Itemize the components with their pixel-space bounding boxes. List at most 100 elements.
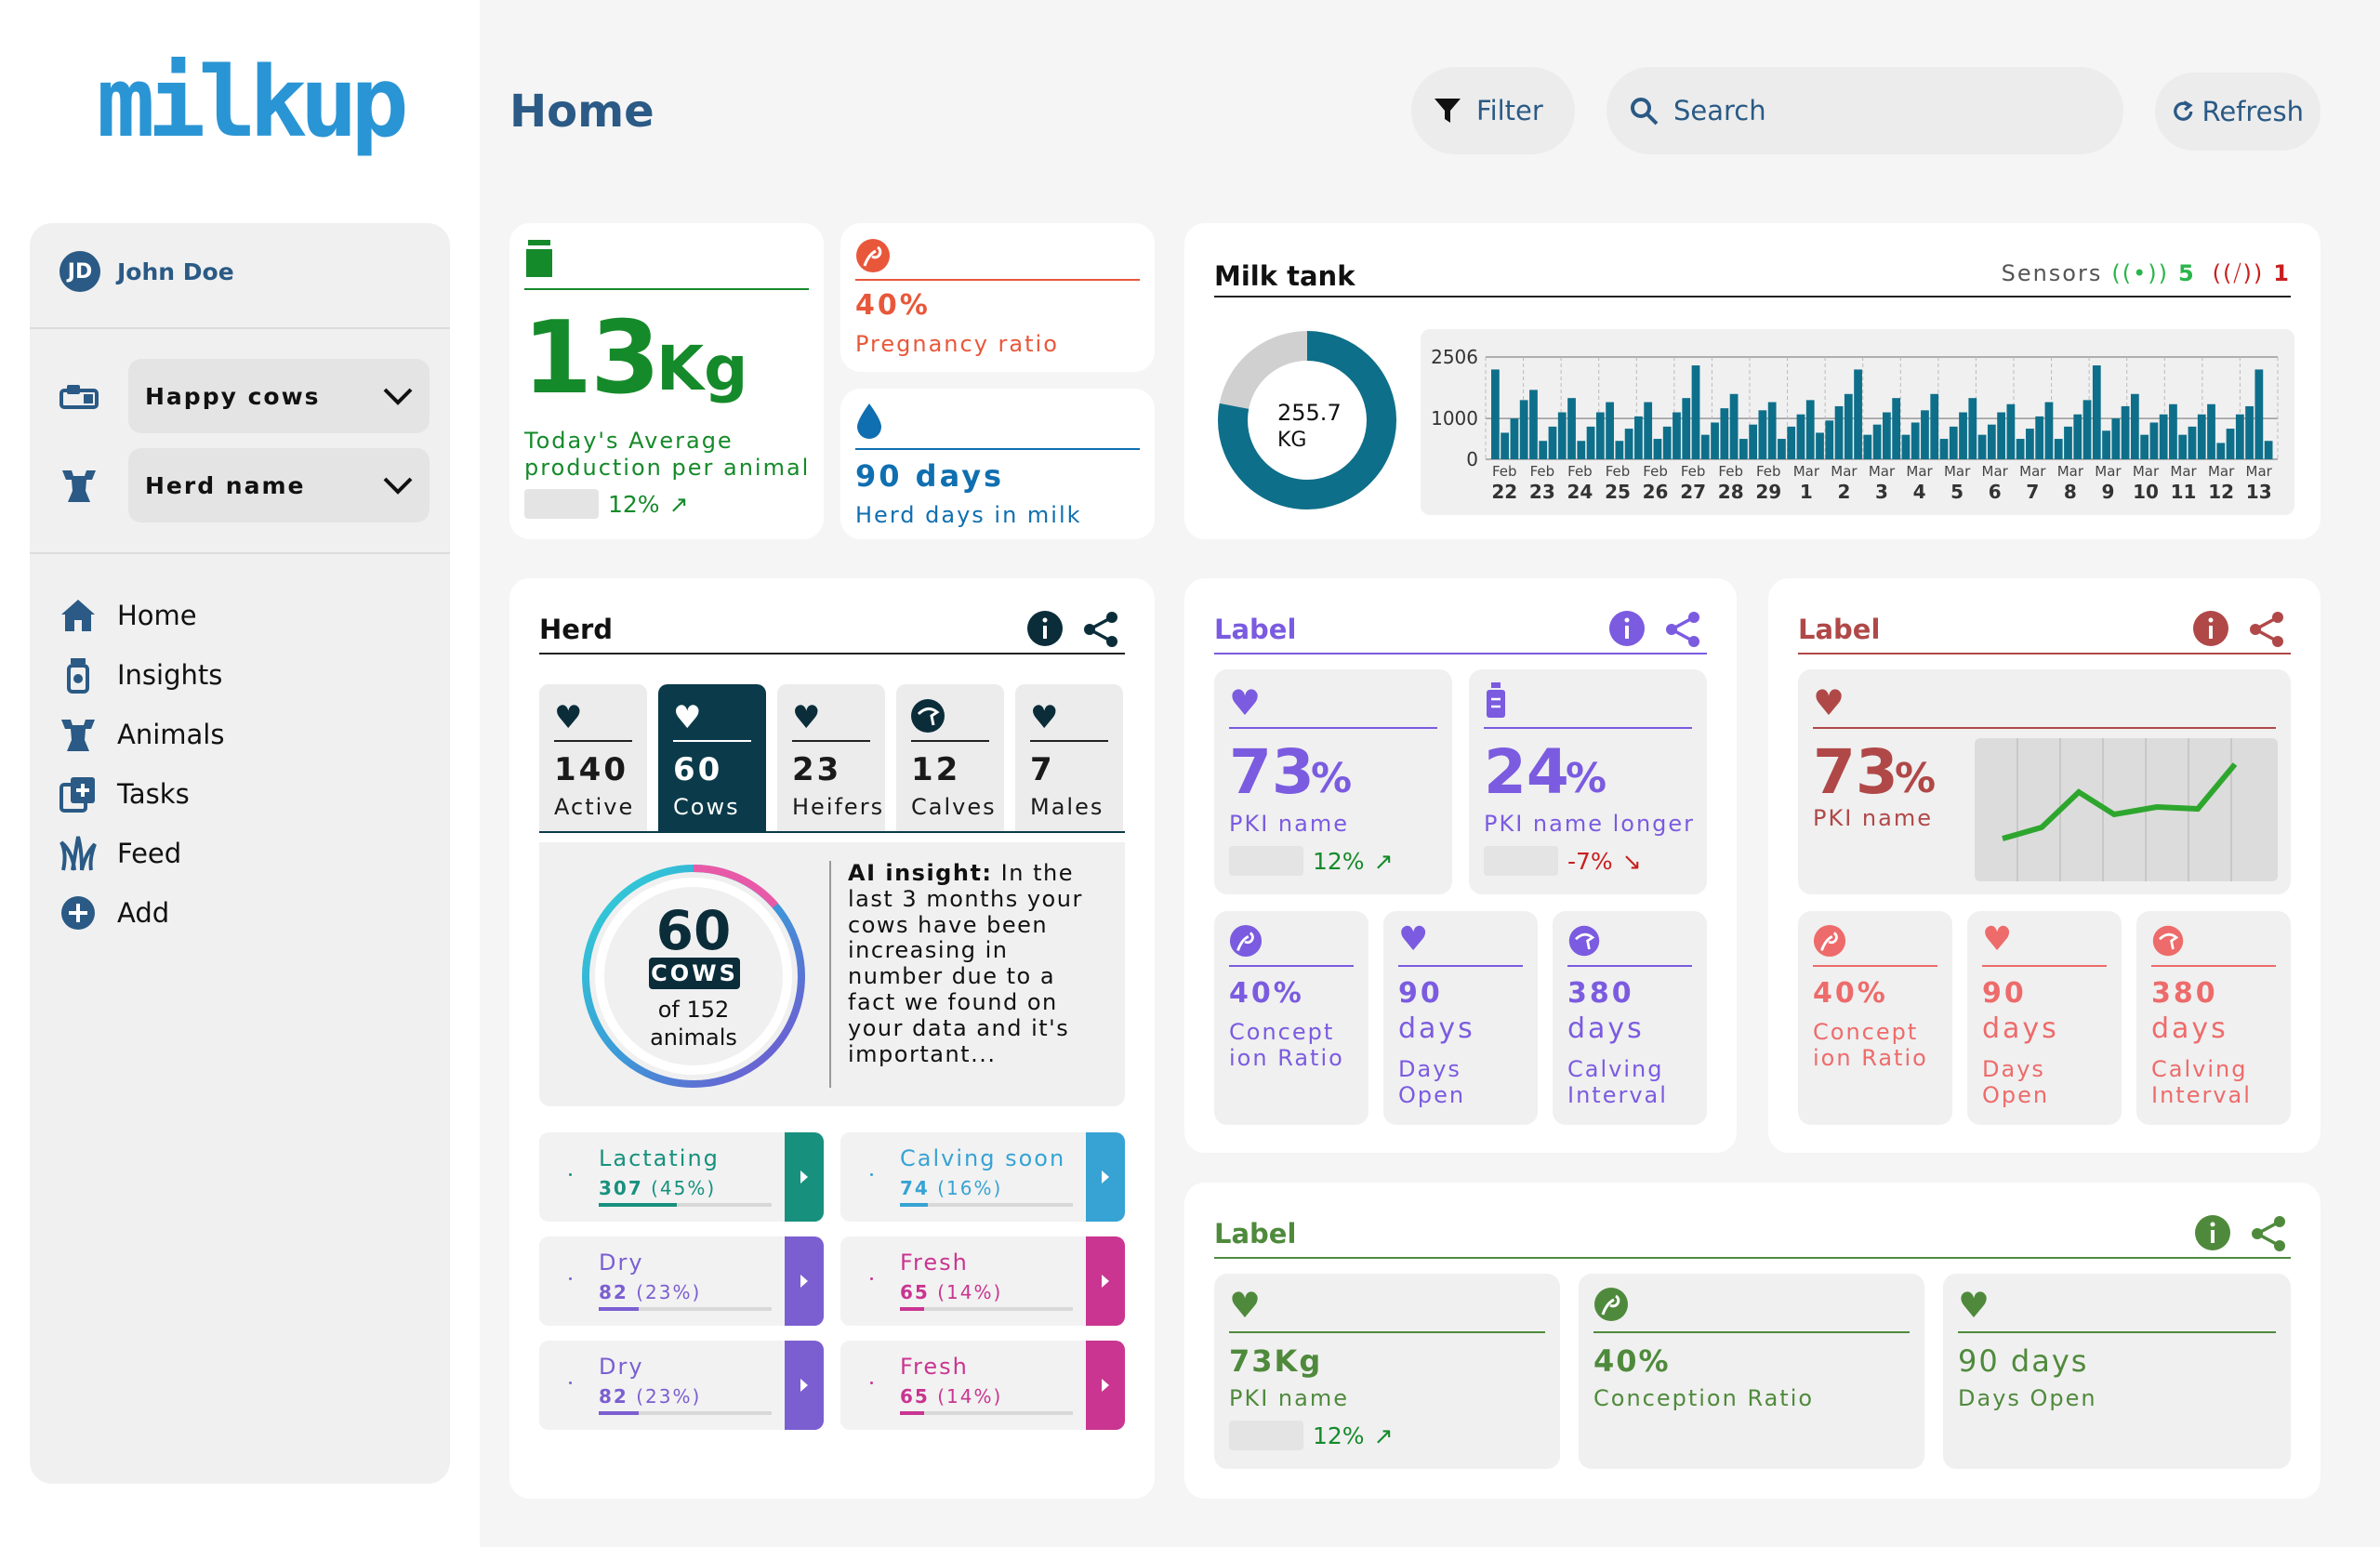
- tab-active[interactable]: ♥ 140 Active: [539, 684, 647, 833]
- sparkline: [1229, 1421, 1303, 1450]
- tab-heifers[interactable]: ♥ 23 Heifers: [777, 684, 885, 833]
- chart-bar: [1977, 434, 1987, 459]
- kpi-tile[interactable]: ♥ 73Kg PKI name 12% ↗: [1214, 1274, 1560, 1469]
- trend-up-icon: ↗: [1373, 1421, 1394, 1449]
- info-icon[interactable]: [2192, 610, 2229, 647]
- chart-bar: [1987, 424, 1996, 459]
- status-open-button[interactable]: [785, 1341, 824, 1430]
- chart-bar: [2264, 441, 2273, 459]
- search-placeholder: Search: [1673, 95, 1766, 126]
- x-tick-day: 7: [2026, 481, 2039, 503]
- info-icon[interactable]: [1026, 610, 1064, 647]
- kpi-tile[interactable]: ♥ 73 % PKI name 12% ↗: [1214, 669, 1452, 894]
- status-value: 82 (23%): [599, 1385, 701, 1408]
- pregnancy-icon: [1594, 1288, 1628, 1321]
- herd-status-item[interactable]: Calving soon 74 (16%): [840, 1132, 1125, 1222]
- nav-item-add[interactable]: Add: [60, 883, 224, 943]
- herd-status-item[interactable]: Dry 82 (23%): [539, 1341, 824, 1430]
- small-kpi-tile[interactable]: 40% Concept ion Ratio: [1798, 911, 1952, 1125]
- nav-item-feed[interactable]: Feed: [60, 824, 224, 883]
- share-icon[interactable]: [1664, 610, 1703, 649]
- chart-bar: [1968, 398, 1977, 459]
- nav-label: Insights: [117, 659, 223, 691]
- filter-label: Filter: [1476, 95, 1543, 126]
- herd-status-item[interactable]: Dry 82 (23%): [539, 1236, 824, 1326]
- card-title: Label: [1214, 1218, 1297, 1250]
- home-icon: [61, 600, 95, 631]
- x-tick-month: Mar: [1906, 463, 1933, 480]
- x-tick-day: 6: [1989, 481, 2002, 503]
- status-value: 307 (45%): [599, 1177, 716, 1199]
- small-kpi-tile[interactable]: 40% Concept ion Ratio: [1214, 911, 1368, 1125]
- divider: [1214, 1257, 2291, 1259]
- tank-chart-panel: 2506 1000 0 Feb 22 Feb 23 Feb 24 Feb 25 Feb 26 Feb 27 F…: [1421, 329, 2294, 515]
- nav-item-animals[interactable]: Animals: [60, 705, 224, 764]
- tab-value: 7: [1030, 751, 1055, 788]
- nav-label: Home: [117, 600, 197, 631]
- kpi-tile[interactable]: 24 % PKI name longer -7% ↘: [1469, 669, 1707, 894]
- refresh-button[interactable]: Refresh: [2155, 73, 2320, 151]
- chart-bar: [1644, 402, 1653, 459]
- chart-bar: [2026, 429, 2034, 459]
- search-input[interactable]: Search: [1606, 67, 2123, 154]
- divider: [1229, 1331, 1545, 1333]
- divider: [1229, 965, 1354, 967]
- chart-bar: [1758, 410, 1767, 459]
- share-icon[interactable]: [2248, 610, 2287, 649]
- chart-bar: [1739, 439, 1748, 459]
- status-open-button[interactable]: [785, 1132, 824, 1222]
- x-tick-day: 8: [2064, 481, 2077, 503]
- status-open-button[interactable]: [1086, 1132, 1125, 1222]
- trend-up-icon: ↗: [668, 490, 689, 518]
- sensors-bad-count: 1: [2273, 260, 2291, 286]
- share-icon[interactable]: [2250, 1214, 2289, 1253]
- divider: [911, 740, 989, 742]
- small-kpi-tile[interactable]: 380 days Calving Interval: [1553, 911, 1707, 1125]
- milk-can-icon: [526, 240, 552, 277]
- trend-value: -7%: [1567, 847, 1613, 875]
- tab-males[interactable]: ♥ 7 Males: [1015, 684, 1123, 833]
- production-card[interactable]: 13 Kg Today's Average production per ani…: [509, 223, 824, 539]
- farm-select[interactable]: Happy cows: [128, 359, 430, 433]
- pregnancy-value: 40%: [855, 289, 931, 322]
- kpi-tile[interactable]: ♥ 90 days Days Open: [1943, 1274, 2291, 1469]
- heart-icon: ♥: [792, 699, 821, 736]
- pregnancy-card[interactable]: 40% Pregnancy ratio: [840, 223, 1155, 372]
- divider: [30, 552, 450, 554]
- small-kpi-tile[interactable]: ♥ 90 days Days Open: [1383, 911, 1538, 1125]
- divider: [792, 740, 870, 742]
- herd-select[interactable]: Herd name: [128, 448, 430, 522]
- app-logo[interactable]: milkup: [97, 46, 409, 159]
- tab-value: 140: [554, 751, 628, 788]
- share-icon[interactable]: [1082, 610, 1121, 649]
- kpi-tile[interactable]: ♥ 73 % PKI name: [1798, 669, 2291, 894]
- tab-label: Heifers: [792, 794, 885, 820]
- days-in-milk-card[interactable]: 90 days Herd days in milk: [840, 389, 1155, 539]
- tab-calves[interactable]: 12 Calves: [896, 684, 1004, 833]
- info-icon[interactable]: [2194, 1214, 2231, 1251]
- nav-item-insights[interactable]: Insights: [60, 645, 224, 705]
- small-kpi-value2: days: [1982, 1012, 2059, 1045]
- small-kpi-tile[interactable]: 380 days Calving Interval: [2136, 911, 2291, 1125]
- info-icon[interactable]: [1608, 610, 1646, 647]
- user-profile[interactable]: JD John Doe: [60, 251, 234, 292]
- kpi-tile[interactable]: 40% Conception Ratio: [1579, 1274, 1924, 1469]
- herd-status-item[interactable]: Fresh 65 (14%): [840, 1236, 1125, 1326]
- filter-button[interactable]: Filter: [1411, 67, 1575, 154]
- tab-cows[interactable]: ♥ 60 Cows: [658, 684, 766, 833]
- status-open-button[interactable]: [1086, 1341, 1125, 1430]
- chart-bar: [1567, 398, 1576, 459]
- small-kpi-tile[interactable]: ♥ 90 days Days Open: [1967, 911, 2122, 1125]
- tank-gauge: 255.7 KG: [1218, 331, 1396, 509]
- pregnancy-icon: [1813, 924, 1846, 958]
- herd-status-item[interactable]: Fresh 65 (14%): [840, 1341, 1125, 1430]
- divider: [1813, 965, 1937, 967]
- status-open-button[interactable]: [1086, 1236, 1125, 1326]
- chart-bar: [1901, 434, 1911, 459]
- status-count: 82: [599, 1385, 628, 1408]
- herd-status-item[interactable]: Lactating 307 (45%): [539, 1132, 824, 1222]
- nav-item-tasks[interactable]: Tasks: [60, 764, 224, 824]
- nav-item-home[interactable]: Home: [60, 586, 224, 645]
- small-kpi-label1: Days: [1982, 1056, 2045, 1082]
- status-open-button[interactable]: [785, 1236, 824, 1326]
